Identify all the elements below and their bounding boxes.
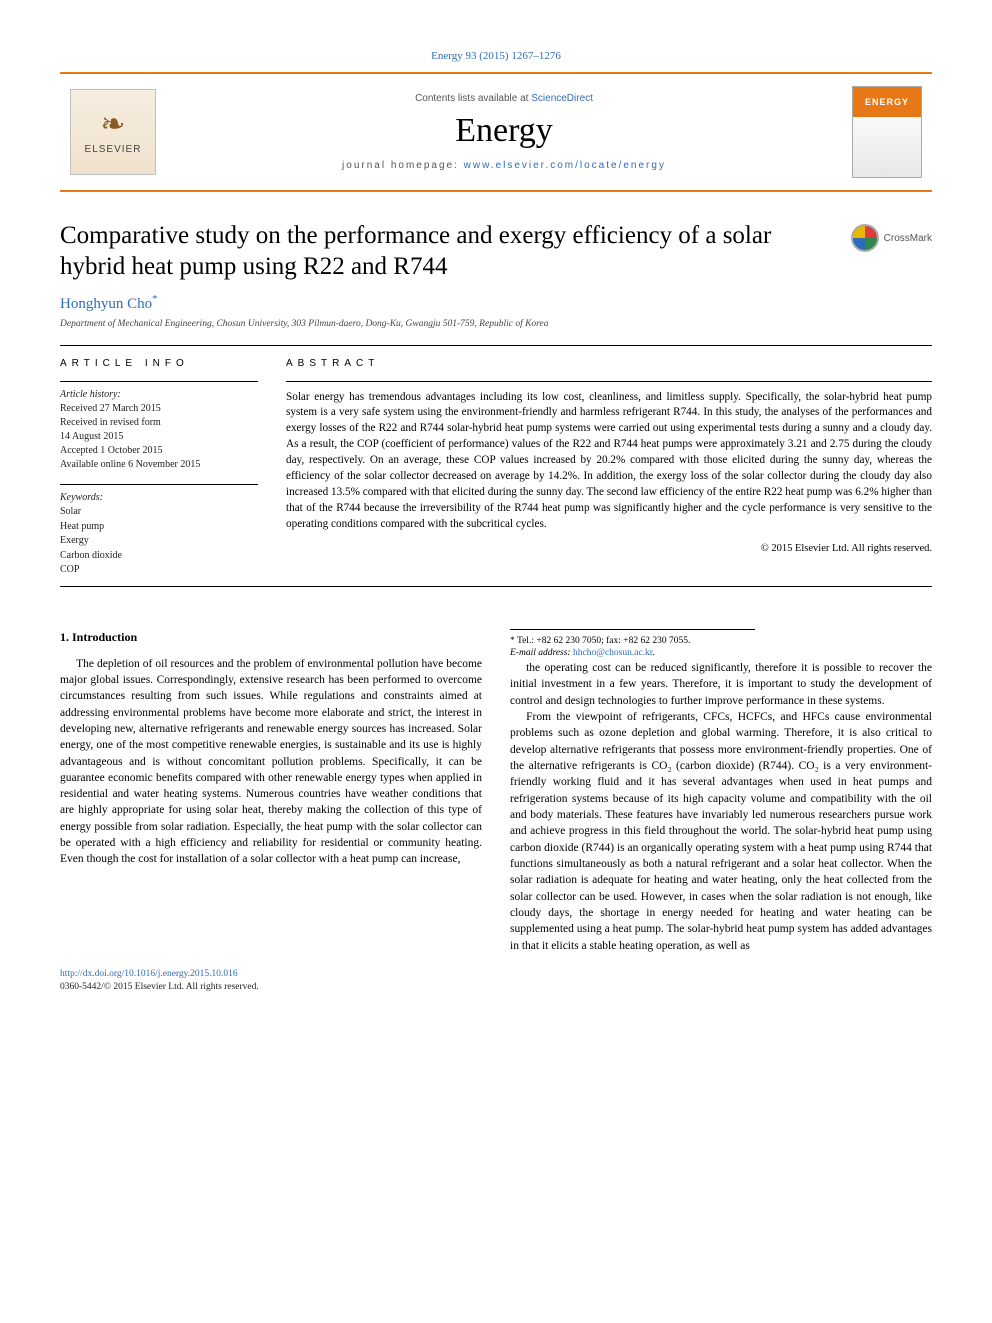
body-two-column: 1. Introduction The depletion of oil res… (60, 629, 932, 955)
keywords-heading: Keywords: (60, 492, 103, 503)
elsevier-logo[interactable]: ❧ ELSEVIER (70, 89, 156, 175)
journal-cover-thumbnail[interactable]: ENERGY ·········· (852, 86, 922, 178)
issn-copyright-line: 0360-5442/© 2015 Elsevier Ltd. All right… (60, 982, 259, 992)
keyword-item: Heat pump (60, 521, 104, 532)
correspondence-footnote: * Tel.: +82 62 230 7050; fax: +82 62 230… (510, 629, 755, 661)
citation-top-link[interactable]: Energy 93 (2015) 1267–1276 (60, 50, 932, 62)
doi-link[interactable]: http://dx.doi.org/10.1016/j.energy.2015.… (60, 969, 238, 979)
footnote-email-label: E-mail address: (510, 648, 571, 658)
author-correspondence-marker: * (152, 293, 158, 305)
journal-name: Energy (170, 112, 838, 150)
sciencedirect-link[interactable]: ScienceDirect (531, 93, 593, 104)
abstract-text: Solar energy has tremendous advantages i… (286, 381, 932, 533)
section-heading-intro: 1. Introduction (60, 629, 482, 646)
keywords-block: Keywords: Solar Heat pump Exergy Carbon … (60, 484, 258, 578)
doi-block: http://dx.doi.org/10.1016/j.energy.2015.… (60, 968, 932, 994)
divider-bottom (60, 586, 932, 587)
footnote-email-suffix: . (652, 648, 654, 658)
body-paragraph: From the viewpoint of refrigerants, CFCs… (510, 709, 932, 954)
elsevier-tree-icon: ❧ (100, 110, 125, 140)
history-received: Received 27 March 2015 (60, 403, 161, 414)
footnote-tel: * Tel.: +82 62 230 7050; fax: +82 62 230… (510, 636, 690, 646)
history-online: Available online 6 November 2015 (60, 459, 200, 470)
contents-lists-line: Contents lists available at ScienceDirec… (170, 93, 838, 104)
history-heading: Article history: (60, 389, 121, 400)
elsevier-brand-text: ELSEVIER (85, 144, 142, 155)
body-paragraph: the operating cost can be reduced signif… (510, 660, 932, 709)
homepage-prefix: journal homepage: (342, 160, 464, 171)
history-accepted: Accepted 1 October 2015 (60, 445, 162, 456)
journal-header-banner: ❧ ELSEVIER Contents lists available at S… (60, 72, 932, 192)
keyword-item: COP (60, 564, 79, 575)
history-revised-1: Received in revised form (60, 417, 161, 428)
divider-top (60, 345, 932, 346)
journal-homepage-link[interactable]: www.elsevier.com/locate/energy (464, 160, 666, 171)
history-revised-2: 14 August 2015 (60, 431, 123, 442)
abstract-label: ABSTRACT (286, 358, 932, 369)
banner-center: Contents lists available at ScienceDirec… (170, 93, 838, 171)
crossmark-label: CrossMark (884, 233, 932, 244)
author-affiliation: Department of Mechanical Engineering, Ch… (60, 319, 932, 329)
contents-prefix: Contents lists available at (415, 93, 531, 104)
author-line[interactable]: Honghyun Cho* (60, 293, 932, 313)
article-history: Article history: Received 27 March 2015 … (60, 381, 258, 472)
crossmark-icon (851, 224, 879, 252)
body-paragraph: The depletion of oil resources and the p… (60, 656, 482, 868)
author-name: Honghyun Cho (60, 296, 152, 312)
keyword-item: Carbon dioxide (60, 550, 122, 561)
crossmark-widget[interactable]: CrossMark (851, 224, 932, 252)
keyword-item: Solar (60, 506, 81, 517)
article-info-label: ARTICLE INFO (60, 358, 258, 369)
article-title: Comparative study on the performance and… (60, 220, 835, 283)
abstract-copyright: © 2015 Elsevier Ltd. All rights reserved… (286, 543, 932, 554)
footnote-email-link[interactable]: hhcho@chosun.ac.kr (573, 648, 652, 658)
keyword-item: Exergy (60, 535, 89, 546)
cover-title: ENERGY (853, 87, 921, 117)
journal-homepage-line: journal homepage: www.elsevier.com/locat… (170, 160, 838, 171)
